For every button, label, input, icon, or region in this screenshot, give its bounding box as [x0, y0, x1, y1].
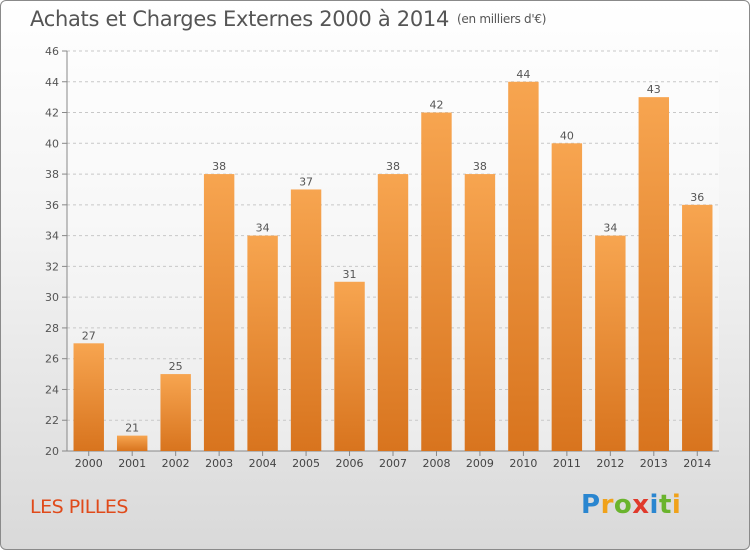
- logo-letter: x: [632, 490, 650, 520]
- bar: [247, 235, 278, 451]
- bar: [464, 174, 496, 452]
- x-tick-label: 2010: [509, 457, 537, 470]
- x-tick-label: 2009: [466, 457, 494, 470]
- x-tick-label: 2012: [596, 457, 624, 470]
- logo-letter: P: [581, 490, 601, 520]
- x-tick-label: 2011: [553, 457, 581, 470]
- y-tick-label: 44: [45, 76, 59, 89]
- bar: [377, 174, 409, 452]
- x-tick-label: 2007: [379, 457, 407, 470]
- y-tick-label: 34: [45, 230, 59, 243]
- bar: [682, 204, 713, 451]
- logo-letter: r: [600, 490, 614, 520]
- commune-name: LES PILLES: [30, 496, 129, 518]
- bar-value-label: 38: [212, 160, 226, 173]
- bar-value-label: 42: [429, 99, 443, 112]
- x-tick-label: 2013: [640, 457, 668, 470]
- bar-value-label: 36: [690, 191, 704, 204]
- bar: [421, 112, 452, 452]
- title-text: Achats et Charges Externes 2000 à 2014: [30, 7, 450, 31]
- y-tick-label: 32: [45, 260, 59, 273]
- bar: [160, 374, 191, 451]
- bar: [290, 189, 322, 451]
- x-tick-label: 2000: [75, 457, 103, 470]
- y-tick-label: 38: [45, 168, 59, 181]
- logo-letter: o: [613, 490, 633, 520]
- bar: [203, 174, 235, 452]
- bar-value-label: 38: [473, 160, 487, 173]
- bar: [508, 81, 539, 452]
- logo-letter: i: [649, 490, 659, 520]
- x-tick-label: 2008: [422, 457, 450, 470]
- y-tick-label: 24: [45, 383, 59, 396]
- bar-value-label: 40: [560, 129, 574, 142]
- bar-value-label: 34: [603, 222, 617, 235]
- chart-title: Achats et Charges Externes 2000 à 2014 (e…: [30, 7, 546, 31]
- y-tick-label: 28: [45, 322, 59, 335]
- bar-value-label: 31: [343, 268, 357, 281]
- y-tick-label: 40: [45, 137, 59, 150]
- y-tick-label: 46: [45, 45, 59, 58]
- y-tick-label: 30: [45, 291, 59, 304]
- y-tick-label: 22: [45, 414, 59, 427]
- x-tick-label: 2005: [292, 457, 320, 470]
- x-tick-label: 2003: [205, 457, 233, 470]
- bar-value-label: 34: [256, 222, 270, 235]
- bar: [638, 97, 670, 452]
- x-tick-label: 2002: [162, 457, 190, 470]
- x-tick-label: 2014: [683, 457, 711, 470]
- y-tick-label: 26: [45, 353, 59, 366]
- y-tick-label: 20: [45, 445, 59, 458]
- logo-letter: i: [671, 490, 682, 520]
- bar: [73, 343, 104, 451]
- logo-letter: t: [658, 490, 672, 520]
- y-tick-label: 36: [45, 199, 59, 212]
- bar-value-label: 21: [125, 422, 139, 435]
- bar-value-label: 43: [647, 83, 661, 96]
- bar: [551, 143, 583, 452]
- bar-value-label: 44: [516, 68, 530, 81]
- bar-value-label: 25: [169, 360, 183, 373]
- bar-value-label: 37: [299, 175, 313, 188]
- bar-value-label: 38: [386, 160, 400, 173]
- x-tick-label: 2006: [336, 457, 364, 470]
- bar: [595, 235, 626, 451]
- y-tick-label: 42: [45, 107, 59, 120]
- bar-value-label: 27: [82, 329, 96, 342]
- x-tick-label: 2004: [249, 457, 277, 470]
- unit-label: (en milliers d'€): [457, 12, 547, 26]
- bar: [334, 281, 365, 451]
- x-tick-label: 2001: [118, 457, 146, 470]
- proxiti-logo: Proxiti: [581, 490, 681, 520]
- bar: [116, 435, 148, 451]
